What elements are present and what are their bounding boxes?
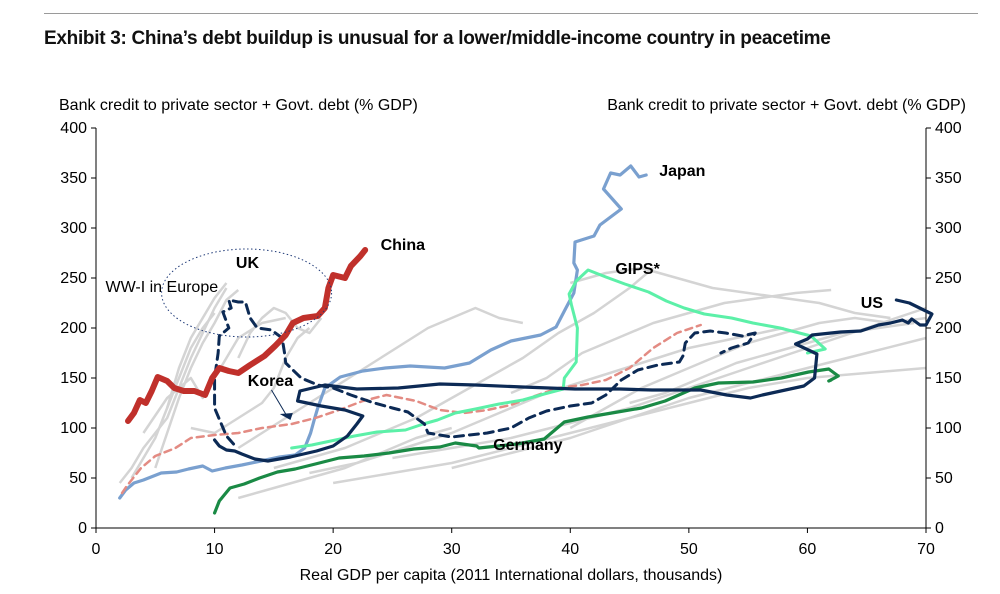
top-rule bbox=[44, 13, 978, 14]
x-tick-label-50: 50 bbox=[680, 541, 698, 558]
background-series-line-17 bbox=[569, 266, 891, 320]
series-layer bbox=[118, 164, 934, 515]
series-label-japan: Japan bbox=[659, 163, 705, 180]
series-line-germany bbox=[212, 367, 840, 515]
series-label-germany: Germany bbox=[493, 437, 562, 454]
background-series-line-5 bbox=[237, 306, 323, 359]
y-tick-label-left-150: 150 bbox=[60, 370, 87, 387]
korea-pointer-line bbox=[271, 389, 288, 417]
ww1-label: WW-I in Europe bbox=[105, 279, 218, 296]
x-tick-label-70: 70 bbox=[917, 541, 935, 558]
chart-title: Exhibit 3: China’s debt buildup is unusu… bbox=[44, 28, 831, 49]
x-tick-label-30: 30 bbox=[443, 541, 461, 558]
background-series-line-6 bbox=[237, 306, 524, 450]
y-axis-title-left: Bank credit to private sector + Govt. de… bbox=[59, 97, 418, 114]
x-tick-label-20: 20 bbox=[324, 541, 342, 558]
y-tick-label-right-150: 150 bbox=[935, 370, 962, 387]
series-line-uk bbox=[213, 298, 757, 446]
series-label-gips: GIPS* bbox=[615, 261, 660, 278]
x-tick-label-0: 0 bbox=[92, 541, 101, 558]
y-tick-label-right-250: 250 bbox=[935, 270, 962, 287]
y-tick-label-left-0: 0 bbox=[78, 520, 87, 537]
background-series-line-10 bbox=[392, 306, 927, 460]
x-tick-label-60: 60 bbox=[799, 541, 817, 558]
y-tick-label-right-350: 350 bbox=[935, 170, 962, 187]
background-series-line-12 bbox=[510, 288, 832, 395]
series-line-japan bbox=[118, 164, 648, 500]
y-tick-label-left-100: 100 bbox=[60, 420, 87, 437]
background-series-line-15 bbox=[190, 327, 311, 435]
x-axis-title: Real GDP per capita (2011 International … bbox=[300, 567, 723, 584]
y-tick-label-right-100: 100 bbox=[935, 420, 962, 437]
y-tick-label-left-400: 400 bbox=[60, 120, 87, 137]
y-tick-label-left-200: 200 bbox=[60, 320, 87, 337]
korea-pointer-arrowhead bbox=[279, 413, 293, 420]
y-tick-label-right-0: 0 bbox=[935, 520, 944, 537]
series-line-china bbox=[125, 247, 369, 424]
ww1-ellipse bbox=[161, 248, 333, 338]
y-tick-label-right-50: 50 bbox=[935, 470, 953, 487]
background-series-line-14 bbox=[237, 426, 453, 500]
y-tick-label-left-250: 250 bbox=[60, 270, 87, 287]
y-axis-title-right: Bank credit to private sector + Govt. de… bbox=[607, 97, 966, 114]
series-label-korea: Korea bbox=[248, 373, 293, 390]
y-tick-label-left-50: 50 bbox=[69, 470, 87, 487]
y-tick-label-left-350: 350 bbox=[60, 170, 87, 187]
x-tick-label-40: 40 bbox=[561, 541, 579, 558]
background-series-line-11 bbox=[451, 366, 927, 470]
y-tick-label-right-300: 300 bbox=[935, 220, 962, 237]
series-line-gips bbox=[290, 268, 827, 450]
y-tick-label-right-400: 400 bbox=[935, 120, 962, 137]
series-label-us: US bbox=[861, 295, 884, 312]
background-series-line-7 bbox=[273, 267, 655, 470]
background-series-line-2 bbox=[154, 289, 240, 469]
background-series-line-4 bbox=[165, 282, 228, 409]
x-tick-label-10: 10 bbox=[206, 541, 224, 558]
y-tick-label-left-300: 300 bbox=[60, 220, 87, 237]
labels-layer: WW-I in Europe China Japan UK GIPS* US Germany… bbox=[105, 163, 883, 454]
y-tick-label-right-200: 200 bbox=[935, 320, 962, 337]
series-line-korea bbox=[120, 323, 702, 495]
series-label-uk: UK bbox=[236, 255, 260, 272]
series-label-china: China bbox=[381, 237, 426, 254]
series-line-us bbox=[212, 298, 934, 463]
